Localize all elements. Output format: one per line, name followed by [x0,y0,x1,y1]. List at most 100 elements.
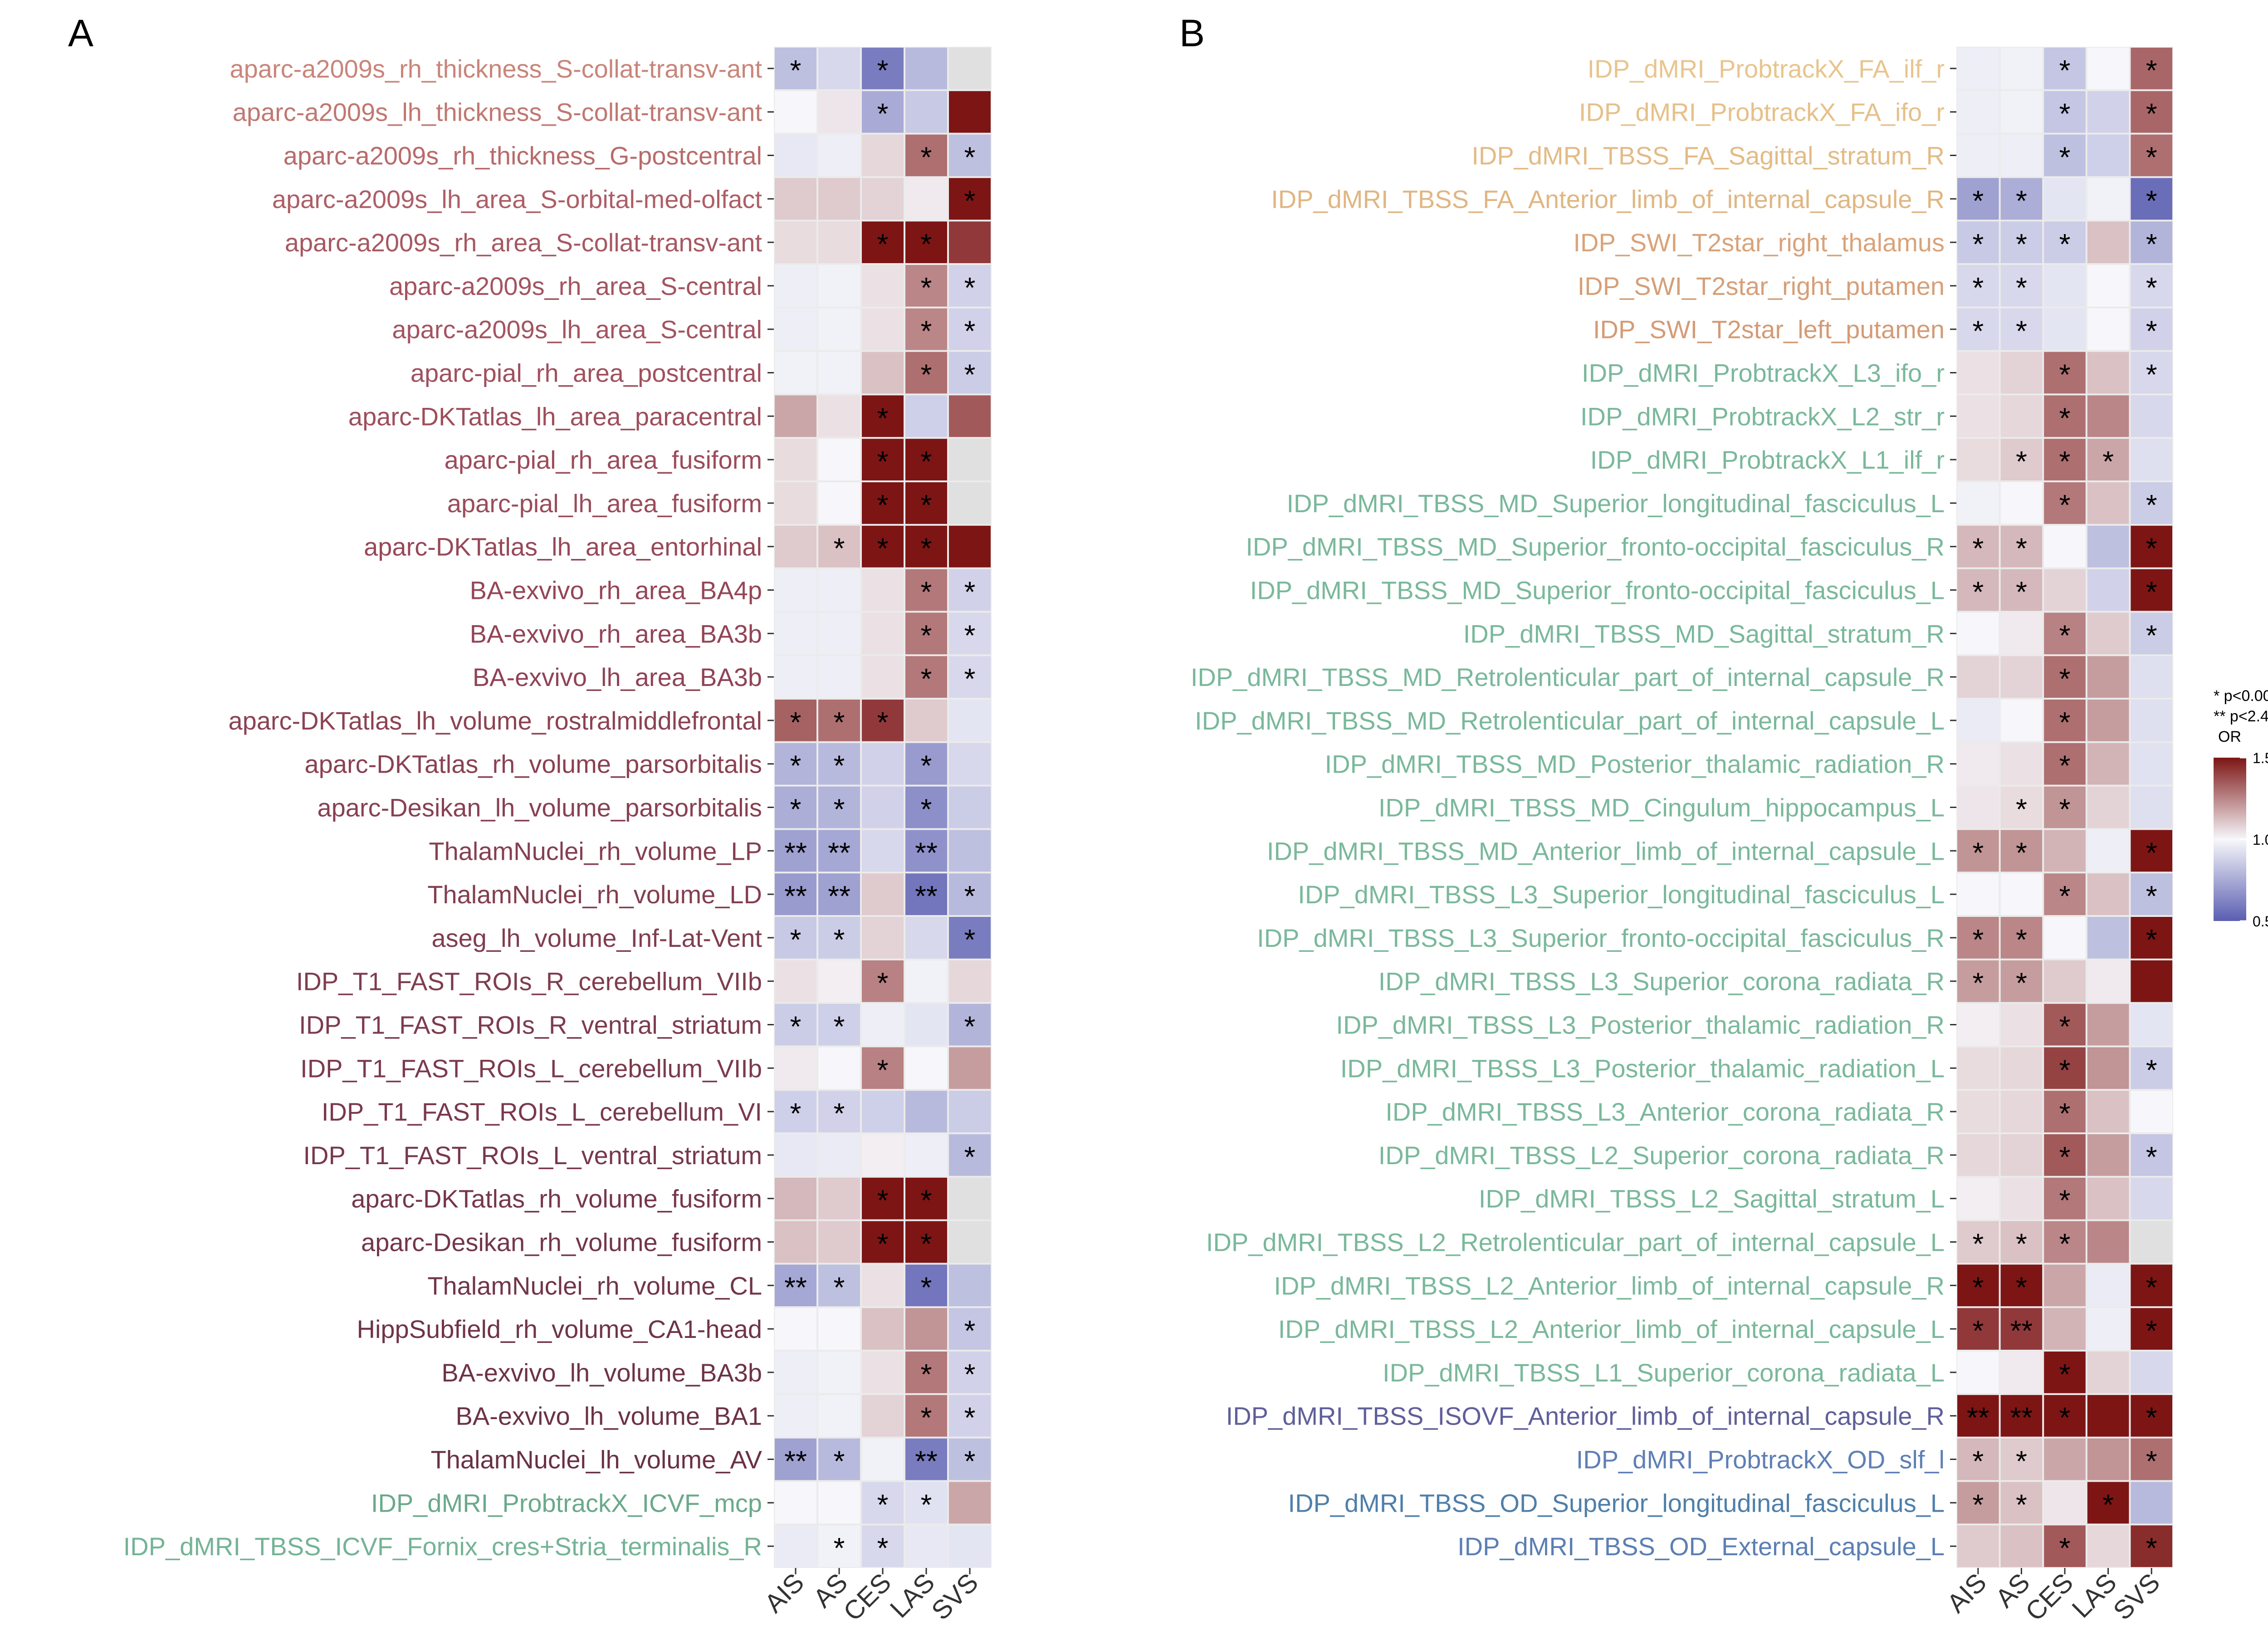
heatmap-cell [2131,1482,2172,1524]
heatmap-cell [775,221,816,263]
heatmap-cell [2000,1004,2043,1046]
significance-mark: ** [828,880,850,912]
heatmap-cell [905,830,947,872]
heatmap-cell [2000,265,2043,307]
heatmap-cell [818,1221,860,1263]
significance-mark: * [921,662,932,695]
heatmap-cell [2131,308,2172,350]
heatmap-cell [818,743,860,785]
row-label: ThalamNuclei_rh_volume_LP [429,837,762,865]
row-label: IDP_T1_FAST_ROIs_L_cerebellum_VI [322,1097,762,1126]
significance-mark: * [2016,1228,2027,1260]
significance-mark: * [2146,141,2157,174]
row-label: IDP_dMRI_TBSS_MD_Posterior_thalamic_radi… [1325,750,1945,779]
row-label: IDP_dMRI_TBSS_ICVF_Fornix_cres+Stria_ter… [123,1532,762,1561]
row-label: IDP_dMRI_TBSS_L3_Posterior_thalamic_radi… [1336,1011,1945,1039]
row-label: aparc-a2009s_lh_area_S-central [392,315,762,344]
significance-mark: * [2146,836,2157,869]
heatmap-cell [862,482,904,524]
heatmap-cell [862,786,904,828]
significance-mark: * [2146,1532,2157,1564]
significance-mark: * [834,793,845,826]
row-label: IDP_T1_FAST_ROIs_R_ventral_striatum [299,1011,762,1039]
heatmap-cell [949,48,991,89]
heatmap-cell [2131,48,2172,89]
significance-mark: * [2146,1314,2157,1347]
heatmap-cell [1957,1308,1999,1350]
heatmap-cell [1957,700,1999,741]
significance-mark: ** [784,1271,807,1303]
heatmap-cell [905,1047,947,1089]
significance-mark: * [834,1010,845,1043]
heatmap-cell [2044,917,2086,959]
heatmap-cell [1957,48,1999,89]
row-label: aparc-DKTatlas_lh_volume_rostralmiddlefr… [228,706,762,735]
heatmap-cell [2000,1134,2043,1176]
significance-mark: * [834,1271,845,1303]
row-label: IDP_SWI_T2star_left_putamen [1593,315,1945,344]
heatmap-cell [818,91,860,133]
x-tick-label: LAS [2066,1567,2122,1623]
heatmap-cell [2087,917,2129,959]
row-label: aparc-Desikan_rh_volume_fusiform [361,1228,762,1257]
significance-mark: * [834,706,845,739]
heatmap-cell [862,569,904,611]
heatmap-cell [2000,1047,2043,1089]
significance-mark: * [2016,1271,2027,1303]
heatmap-cell [1957,960,1999,1002]
heatmap-cell [862,873,904,915]
heatmap-cell [775,1134,816,1176]
heatmap-cell [2044,525,2086,568]
heatmap-cell [2131,1395,2172,1437]
heatmap-cell [905,743,947,785]
heatmap-cell [818,700,860,741]
heatmap-cell [2000,134,2043,176]
heatmap-cell [2131,482,2172,524]
heatmap-cell [905,1134,947,1176]
row-label: aparc-a2009s_lh_area_S-orbital-med-olfac… [272,185,763,213]
heatmap-cell [905,1525,947,1567]
heatmap-cell [2131,1308,2172,1350]
heatmap-cell [775,1091,816,1132]
heatmap-cell [2044,1134,2086,1176]
heatmap-cell [2000,743,2043,785]
significance-mark: * [2146,489,2157,521]
heatmap-cell [775,569,816,611]
heatmap-cell [949,1177,991,1220]
significance-mark: * [877,967,889,999]
heatmap-cell [2087,743,2129,785]
heatmap-cell [818,786,860,828]
heatmap-cell [862,1438,904,1480]
heatmap-cell [949,1482,991,1524]
heatmap-cell [818,525,860,568]
heatmap-cell [905,395,947,437]
significance-mark: * [790,1010,802,1043]
heatmap-cell [905,439,947,480]
heatmap-cell [2131,656,2172,698]
significance-mark: * [964,315,976,348]
heatmap-cell [818,1438,860,1480]
heatmap-cell [1957,91,1999,133]
heatmap-cell [1957,612,1999,655]
heatmap-cell [1957,1395,1999,1437]
row-label: IDP_dMRI_TBSS_MD_Cingulum_hippocampus_L [1378,794,1945,822]
significance-mark: * [1972,1445,1984,1478]
heatmap-cell [2000,1308,2043,1350]
significance-mark: * [877,489,889,521]
heatmap-cell [2131,439,2172,480]
significance-mark: * [1972,576,1984,608]
significance-mark: * [2146,619,2157,651]
significance-mark: * [834,1532,845,1564]
row-label: IDP_T1_FAST_ROIs_R_cerebellum_VIIb [296,967,762,996]
row-label: IDP_dMRI_TBSS_ISOVF_Anterior_limb_of_int… [1226,1402,1945,1430]
heatmap-cell [949,91,991,133]
heatmap-cell [905,221,947,263]
significance-mark: * [2146,532,2157,565]
row-label: aparc-pial_rh_area_fusiform [445,446,762,474]
significance-mark: * [2102,445,2114,478]
heatmap-cell [1957,1264,1999,1307]
heatmap-cell [775,700,816,741]
heatmap-cell [905,1352,947,1393]
significance-mark: * [790,923,802,956]
heatmap-cell [2087,1221,2129,1263]
